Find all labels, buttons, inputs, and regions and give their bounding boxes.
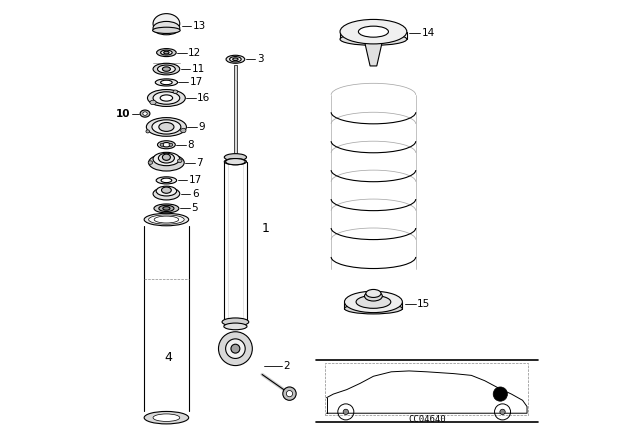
Ellipse shape: [144, 213, 189, 226]
Ellipse shape: [164, 51, 169, 54]
Ellipse shape: [154, 204, 179, 213]
Ellipse shape: [224, 154, 246, 161]
Text: 12: 12: [188, 47, 202, 58]
Ellipse shape: [226, 159, 245, 165]
Ellipse shape: [169, 143, 173, 146]
Ellipse shape: [156, 186, 177, 196]
Ellipse shape: [159, 122, 174, 131]
Polygon shape: [365, 42, 382, 66]
Ellipse shape: [159, 205, 174, 211]
Ellipse shape: [161, 50, 172, 55]
Ellipse shape: [358, 26, 388, 37]
Ellipse shape: [153, 22, 180, 35]
Ellipse shape: [224, 159, 246, 165]
Ellipse shape: [160, 143, 164, 146]
Text: 16: 16: [197, 93, 211, 103]
Ellipse shape: [163, 142, 170, 147]
Ellipse shape: [224, 323, 247, 330]
Circle shape: [231, 344, 240, 353]
Ellipse shape: [153, 63, 180, 75]
Ellipse shape: [158, 153, 175, 163]
Ellipse shape: [153, 414, 180, 422]
Text: 11: 11: [192, 64, 205, 74]
Circle shape: [493, 387, 508, 401]
Ellipse shape: [156, 79, 177, 86]
Ellipse shape: [157, 48, 176, 56]
Ellipse shape: [344, 291, 403, 313]
Ellipse shape: [365, 291, 382, 301]
Ellipse shape: [163, 67, 170, 71]
Ellipse shape: [356, 296, 391, 308]
Ellipse shape: [153, 13, 180, 34]
Circle shape: [286, 391, 292, 397]
Ellipse shape: [222, 318, 249, 326]
Ellipse shape: [340, 33, 407, 45]
Text: 7: 7: [196, 158, 203, 168]
Ellipse shape: [153, 188, 180, 200]
Text: 8: 8: [188, 140, 194, 150]
Ellipse shape: [180, 128, 186, 133]
Text: 14: 14: [422, 28, 435, 38]
Ellipse shape: [340, 19, 407, 44]
Bar: [234, 65, 237, 157]
Ellipse shape: [152, 27, 180, 34]
Text: 10: 10: [116, 108, 131, 119]
Ellipse shape: [173, 90, 177, 94]
Ellipse shape: [143, 112, 147, 116]
Ellipse shape: [161, 178, 172, 183]
Text: 1: 1: [262, 222, 270, 235]
Text: 13: 13: [193, 21, 206, 31]
Ellipse shape: [153, 92, 180, 104]
Ellipse shape: [154, 216, 179, 223]
Ellipse shape: [177, 159, 182, 163]
Ellipse shape: [157, 141, 175, 149]
Ellipse shape: [148, 161, 152, 164]
Ellipse shape: [156, 177, 177, 184]
Ellipse shape: [366, 289, 381, 297]
Circle shape: [343, 409, 349, 414]
Ellipse shape: [224, 319, 246, 325]
Text: 17: 17: [189, 175, 202, 185]
Ellipse shape: [163, 154, 170, 160]
Circle shape: [218, 332, 252, 366]
Circle shape: [500, 409, 505, 414]
Ellipse shape: [226, 55, 244, 63]
Ellipse shape: [344, 303, 403, 314]
Ellipse shape: [148, 215, 184, 224]
Circle shape: [226, 339, 245, 358]
Ellipse shape: [150, 100, 156, 105]
Ellipse shape: [160, 95, 173, 101]
Text: 17: 17: [189, 78, 203, 87]
Ellipse shape: [148, 154, 184, 171]
Text: 6: 6: [192, 189, 198, 199]
Text: CC04640: CC04640: [408, 414, 445, 423]
Ellipse shape: [230, 56, 241, 62]
Text: 15: 15: [417, 299, 430, 309]
Ellipse shape: [144, 411, 189, 424]
Ellipse shape: [233, 58, 238, 60]
Ellipse shape: [161, 187, 172, 193]
Ellipse shape: [146, 130, 150, 133]
Ellipse shape: [147, 90, 186, 107]
Text: 2: 2: [284, 361, 290, 370]
Text: 9: 9: [198, 122, 205, 132]
Ellipse shape: [161, 80, 172, 85]
Ellipse shape: [152, 120, 181, 134]
Text: 3: 3: [257, 54, 264, 64]
Ellipse shape: [140, 110, 150, 117]
Ellipse shape: [147, 117, 186, 136]
Text: 5: 5: [191, 203, 198, 213]
Ellipse shape: [163, 207, 170, 210]
Ellipse shape: [153, 152, 180, 166]
Circle shape: [283, 387, 296, 401]
Ellipse shape: [157, 65, 175, 73]
Text: 4: 4: [164, 351, 173, 364]
